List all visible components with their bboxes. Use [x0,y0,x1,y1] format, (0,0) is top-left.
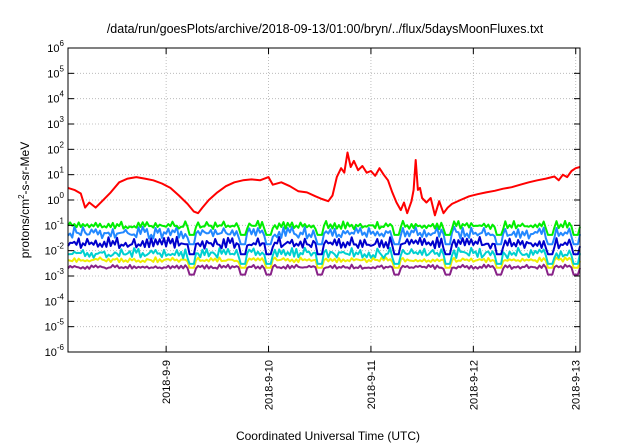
series-line-5 [67,256,581,269]
y-tick-label: 103 [47,115,64,131]
series-group [67,151,581,276]
y-tick-label: 106 [47,39,64,55]
y-tick-label: 10-3 [45,267,65,283]
y-tick-label: 105 [47,64,64,80]
series-line-2 [67,225,581,246]
series-line-1 [67,219,581,236]
series-line-6 [67,263,581,276]
y-tick-label: 102 [47,140,64,156]
series-line-4 [67,246,581,265]
chart-title: /data/run/goesPlots/archive/2018-09-13/0… [107,22,544,36]
series-line-3 [67,235,581,256]
x-tick-label: 2018-9-11 [366,360,378,409]
x-tick-label: 2018-9-9 [161,360,173,404]
y-axis-label: protons/cm2-s-sr-MeV [17,142,32,258]
x-axis-label: Coordinated Universal Time (UTC) [236,429,420,443]
y-tick-label: 10-5 [45,318,65,334]
x-axis-ticks: 2018-9-9 2018-9-10 2018-9-11 2018-9-12 2018-… [161,48,583,410]
series-line-0 [67,151,581,217]
x-tick-label: 2018-9-12 [468,360,480,410]
y-tick-label: 101 [47,166,64,182]
x-tick-label: 2018-9-10 [264,360,276,410]
y-tick-label: 10-1 [45,216,65,232]
x-tick-label: 2018-9-13 [571,360,583,410]
y-tick-label: 100 [47,191,64,207]
y-tick-label: 10-4 [45,292,65,308]
y-tick-label: 104 [47,90,64,106]
y-tick-label: 10-2 [45,242,65,258]
y-tick-label: 10-6 [45,343,65,359]
y-axis-ticks: 10-6 10-5 10-4 10-3 10-2 10-1 100 101 102 103 104 1… [45,39,580,359]
